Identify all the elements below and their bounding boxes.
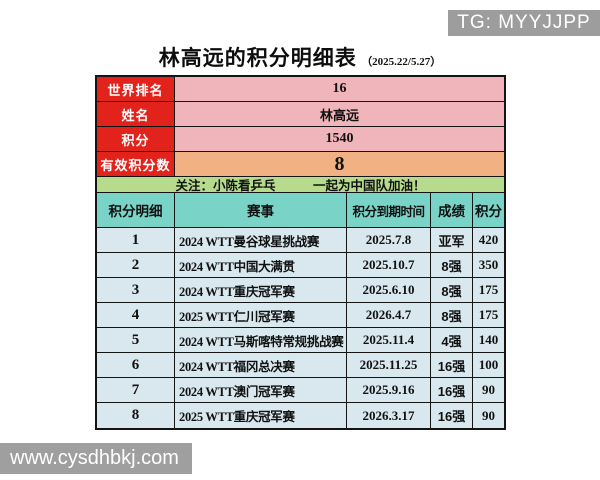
cell-result: 8强 xyxy=(430,253,472,277)
cell-expiry: 2026.4.7 xyxy=(346,303,430,327)
cell-points: 90 xyxy=(472,403,504,428)
cell-points: 140 xyxy=(472,328,504,352)
info-label: 姓名 xyxy=(97,102,174,126)
cell-event: 2025 WTT重庆冠军赛 xyxy=(174,403,346,428)
cell-expiry: 2025.6.10 xyxy=(346,278,430,302)
points-detail-table: 世界排名 16 姓名 林高远 积分 1540 有效积分数 8 关注：小陈看乒乓 … xyxy=(95,75,506,430)
info-value: 林高远 xyxy=(174,102,504,126)
header-result: 成绩 xyxy=(430,193,472,227)
info-value: 8 xyxy=(174,152,504,176)
cell-expiry: 2025.7.8 xyxy=(346,228,430,252)
page-title: 林高远的积分明细表 （2025.22/5.27） xyxy=(0,42,600,72)
follow-notice-banner: 关注：小陈看乒乓 一起为中国队加油！ xyxy=(97,177,504,193)
table-row: 7 2024 WTT澳门冠军赛 2025.9.16 16强 90 xyxy=(97,378,504,403)
cell-expiry: 2025.10.7 xyxy=(346,253,430,277)
table-row: 5 2024 WTT马斯喀特常规挑战赛 2025.11.4 4强 140 xyxy=(97,328,504,353)
page-title-date: （2025.22/5.27） xyxy=(361,56,442,68)
header-expiry-date: 积分到期时间 xyxy=(346,193,430,227)
info-row-points: 积分 1540 xyxy=(97,127,504,152)
cell-points: 175 xyxy=(472,278,504,302)
info-label: 有效积分数 xyxy=(97,152,174,176)
header-detail-no: 积分明细 xyxy=(97,193,174,227)
cell-points: 175 xyxy=(472,303,504,327)
page-title-text: 林高远的积分明细表 xyxy=(158,47,357,70)
info-row-name: 姓名 林高远 xyxy=(97,102,504,127)
cell-points: 90 xyxy=(472,378,504,402)
info-row-world-rank: 世界排名 16 xyxy=(97,77,504,102)
cell-no: 4 xyxy=(97,303,174,327)
cell-expiry: 2025.11.4 xyxy=(346,328,430,352)
cell-no: 6 xyxy=(97,353,174,377)
table-header-row: 积分明细 赛事 积分到期时间 成绩 积分 xyxy=(97,193,504,228)
cell-result: 16强 xyxy=(430,403,472,428)
info-row-valid-count: 有效积分数 8 xyxy=(97,152,504,177)
table-row: 3 2024 WTT重庆冠军赛 2025.6.10 8强 175 xyxy=(97,278,504,303)
cell-event: 2025 WTT仁川冠军赛 xyxy=(174,303,346,327)
cell-result: 亚军 xyxy=(430,228,472,252)
table-row: 2 2024 WTT中国大满贯 2025.10.7 8强 350 xyxy=(97,253,504,278)
cell-no: 3 xyxy=(97,278,174,302)
info-label: 积分 xyxy=(97,127,174,151)
url-watermark: www.cysdhbkj.com xyxy=(0,443,192,474)
score-table-body: 1 2024 WTT曼谷球星挑战赛 2025.7.8 亚军 420 2 2024 WTT中国… xyxy=(97,228,504,428)
info-value: 16 xyxy=(174,77,504,101)
cell-result: 16强 xyxy=(430,378,472,402)
table-row: 1 2024 WTT曼谷球星挑战赛 2025.7.8 亚军 420 xyxy=(97,228,504,253)
header-points: 积分 xyxy=(472,193,504,227)
cell-no: 5 xyxy=(97,328,174,352)
table-row: 4 2025 WTT仁川冠军赛 2026.4.7 8强 175 xyxy=(97,303,504,328)
cell-result: 4强 xyxy=(430,328,472,352)
cell-event: 2024 WTT澳门冠军赛 xyxy=(174,378,346,402)
cell-points: 350 xyxy=(472,253,504,277)
cell-expiry: 2026.3.17 xyxy=(346,403,430,428)
cell-no: 1 xyxy=(97,228,174,252)
cell-result: 8强 xyxy=(430,278,472,302)
cell-expiry: 2025.11.25 xyxy=(346,353,430,377)
cell-event: 2024 WTT中国大满贯 xyxy=(174,253,346,277)
table-row: 8 2025 WTT重庆冠军赛 2026.3.17 16强 90 xyxy=(97,403,504,428)
info-value: 1540 xyxy=(174,127,504,151)
header-event: 赛事 xyxy=(174,193,346,227)
info-label: 世界排名 xyxy=(97,77,174,101)
cell-event: 2024 WTT福冈总决赛 xyxy=(174,353,346,377)
cell-no: 8 xyxy=(97,403,174,428)
cell-no: 7 xyxy=(97,378,174,402)
table-row: 6 2024 WTT福冈总决赛 2025.11.25 16强 100 xyxy=(97,353,504,378)
cell-expiry: 2025.9.16 xyxy=(346,378,430,402)
cell-points: 420 xyxy=(472,228,504,252)
cell-result: 16强 xyxy=(430,353,472,377)
telegram-watermark-badge: TG: MYYJJPP xyxy=(448,10,600,36)
cell-event: 2024 WTT马斯喀特常规挑战赛 xyxy=(174,328,346,352)
cell-result: 8强 xyxy=(430,303,472,327)
cell-no: 2 xyxy=(97,253,174,277)
cell-points: 100 xyxy=(472,353,504,377)
cell-event: 2024 WTT重庆冠军赛 xyxy=(174,278,346,302)
cell-event: 2024 WTT曼谷球星挑战赛 xyxy=(174,228,346,252)
